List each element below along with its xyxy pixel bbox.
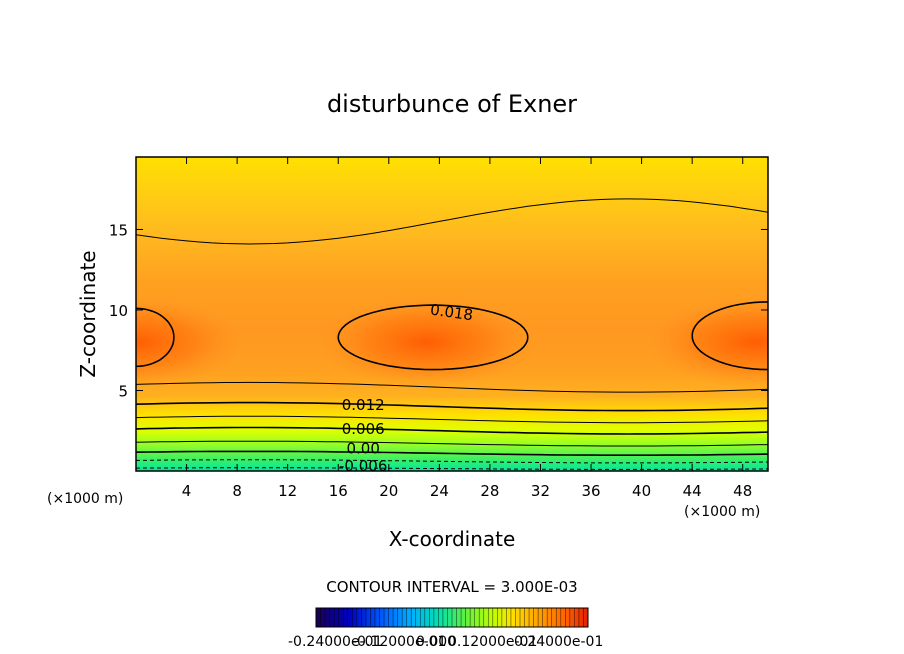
x-unit-label-right: (×1000 m) xyxy=(684,504,760,520)
contour-line-band xyxy=(136,426,768,435)
plot-area xyxy=(136,157,768,471)
x-tick-label: 48 xyxy=(733,482,752,500)
x-tick-label: 44 xyxy=(683,482,702,500)
contour-label: 0.018 xyxy=(429,301,474,325)
contour-line-upper xyxy=(136,198,768,245)
plot-frame xyxy=(135,156,769,472)
y-tick-label: 10 xyxy=(109,302,128,320)
contour-line-band xyxy=(136,440,768,447)
contour-line-band xyxy=(136,415,768,424)
x-tick-label: 24 xyxy=(430,482,449,500)
contour-label: 0.012 xyxy=(342,396,385,414)
field-maximum xyxy=(316,297,537,388)
contour-line-0.018-left xyxy=(136,307,175,368)
x-tick-label: 12 xyxy=(278,482,297,500)
x-tick-label: 8 xyxy=(232,482,242,500)
contour-line-0.018-center xyxy=(337,304,529,371)
field-maximum xyxy=(645,297,768,388)
colorbar-min-label: -0.24000e-01 xyxy=(288,634,382,650)
x-tick-label: 16 xyxy=(329,482,348,500)
contour-line-band xyxy=(136,450,768,456)
colorbar-mid-label-1: -0.12000e-01 xyxy=(352,634,446,650)
y-axis-title: Z-coordinate xyxy=(76,250,100,377)
x-tick-label: 20 xyxy=(379,482,398,500)
x-tick-label: 4 xyxy=(182,482,192,500)
contour-label: 0.006 xyxy=(342,420,385,438)
x-tick-label: 28 xyxy=(480,482,499,500)
x-axis-title: X-coordinate xyxy=(389,527,516,551)
x-tick-label: 32 xyxy=(531,482,550,500)
contour-interval-text: CONTOUR INTERVAL = 3.000E-03 xyxy=(326,578,577,596)
x-tick-label: 40 xyxy=(632,482,651,500)
contour-label: 0.00 xyxy=(346,439,379,457)
y-tick-label: 5 xyxy=(118,382,128,400)
colorbar-mid-label-2: 0.000 xyxy=(416,634,456,650)
contour-label: -0.006 xyxy=(339,457,387,475)
contour-line-band xyxy=(136,459,768,464)
y-tick-label: 15 xyxy=(109,221,128,239)
contour-line-band xyxy=(136,381,768,393)
contour-line-0.018-right xyxy=(691,301,768,371)
contour-line-band xyxy=(136,467,768,470)
field-maximum xyxy=(136,297,246,388)
x-tick-label: 36 xyxy=(581,482,600,500)
colorbar-mid-label-3: 0.12000e-01 xyxy=(448,634,537,650)
colorbar-max-label: 0.24000e-01 xyxy=(514,634,603,650)
chart-title: disturbunce of Exner xyxy=(327,90,577,118)
contour-line-band xyxy=(136,401,768,412)
x-unit-label-left: (×1000 m) xyxy=(47,491,123,507)
